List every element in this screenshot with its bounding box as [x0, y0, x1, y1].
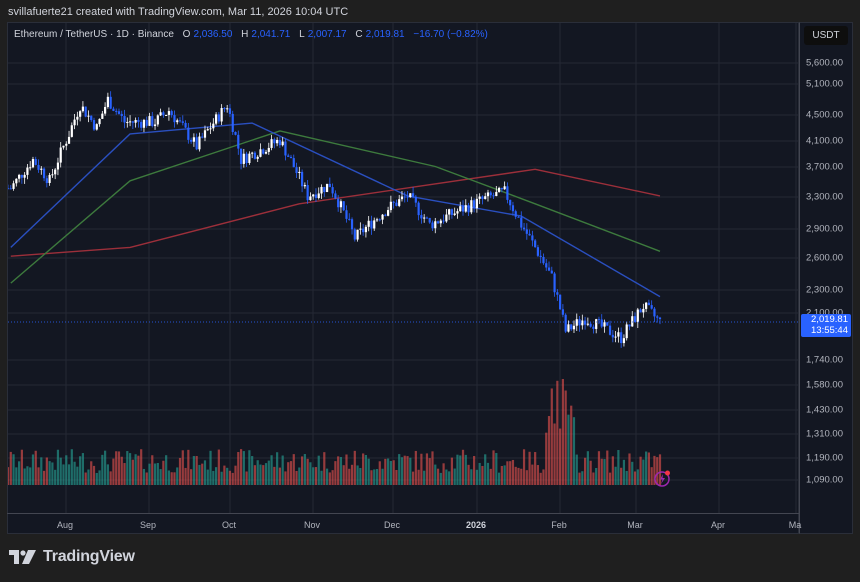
lightning-alert-icon[interactable]	[653, 468, 673, 488]
price-tick: 5,100.00	[806, 78, 843, 90]
countdown-timer: 13:55:44	[811, 324, 848, 336]
attribution-text: svillafuerte21 created with TradingView.…	[8, 6, 349, 18]
high-value: 2,041.71	[251, 29, 291, 40]
low-label: L	[299, 29, 305, 40]
currency-button[interactable]: USDT	[804, 26, 848, 45]
last-price-badge: 2,019.81 13:55:44	[801, 314, 851, 337]
price-plot[interactable]	[8, 23, 798, 513]
price-tick: 3,700.00	[806, 161, 843, 173]
open-value: 2,036.50	[193, 29, 233, 40]
price-tick: 2,900.00	[806, 223, 843, 235]
time-label-mar: Mar	[627, 520, 643, 530]
brand-logo[interactable]: TradingView	[9, 548, 135, 566]
symbol-name[interactable]: Ethereum / TetherUS · 1D · Binance	[14, 29, 174, 40]
time-label-apr: Apr	[710, 520, 726, 530]
time-label-oct: Oct	[221, 520, 237, 530]
price-tick: 4,500.00	[806, 109, 843, 121]
price-tick: 2,600.00	[806, 252, 843, 264]
price-tick: 1,190.00	[806, 452, 843, 464]
time-label-2026: 2026	[465, 520, 487, 530]
change-value: −16.70 (−0.82%)	[413, 29, 488, 40]
price-tick: 5,600.00	[806, 57, 843, 69]
close-value: 2,019.81	[365, 29, 405, 40]
price-tick: 2,100.00	[806, 307, 843, 319]
last-price-value: 2,019.81	[811, 314, 848, 325]
low-value: 2,007.17	[307, 29, 347, 40]
price-tick: 1,090.00	[806, 474, 843, 486]
time-label-feb: Feb	[551, 520, 567, 530]
price-tick: 1,430.00	[806, 404, 843, 416]
time-label-may: Ma	[788, 520, 802, 530]
high-label: H	[241, 29, 249, 40]
price-tick: 3,300.00	[806, 191, 843, 203]
price-tick: 1,740.00	[806, 354, 843, 366]
time-label-dec: Dec	[383, 520, 401, 530]
time-axis[interactable]: Aug Sep Oct Nov Dec 2026 Feb Mar Apr Ma	[7, 513, 802, 535]
tradingview-logo-icon	[9, 550, 36, 564]
price-tick: 2,300.00	[806, 284, 843, 296]
time-label-aug: Aug	[56, 520, 74, 530]
price-tick: 4,100.00	[806, 135, 843, 147]
chart-pane[interactable]	[7, 22, 799, 534]
time-label-sep: Sep	[139, 520, 157, 530]
price-tick: 1,580.00	[806, 379, 843, 391]
close-label: C	[355, 29, 363, 40]
price-axis[interactable]	[799, 22, 853, 534]
price-tick: 1,310.00	[806, 428, 843, 440]
open-label: O	[182, 29, 191, 40]
brand-name: TradingView	[43, 548, 135, 565]
time-label-nov: Nov	[303, 520, 321, 530]
symbol-legend: Ethereum / TetherUS · 1D · Binance O 2,03…	[14, 29, 488, 40]
